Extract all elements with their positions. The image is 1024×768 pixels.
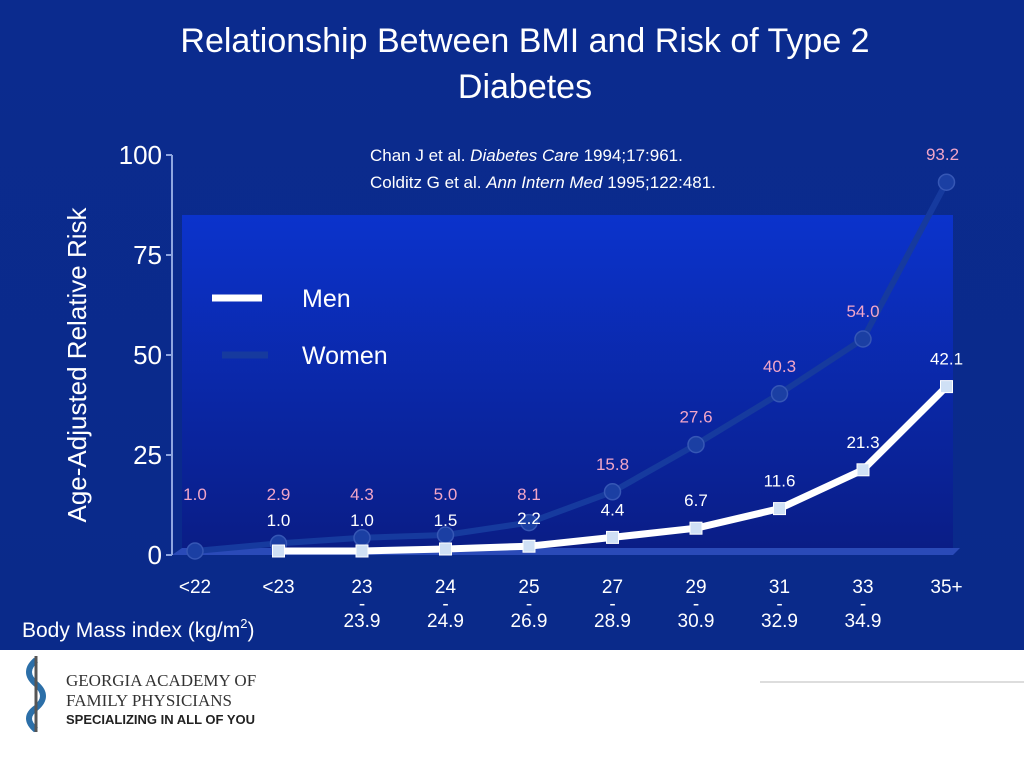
x-tick-label: <22 (179, 577, 211, 598)
y-tick-label: 100 (119, 140, 162, 170)
y-tick-label: 50 (133, 340, 162, 370)
point (773, 502, 786, 516)
x-tick-label: 26.9 (511, 611, 548, 632)
x-tick-label: - (442, 594, 448, 615)
citation-part: Chan J et al. (370, 146, 470, 165)
logo-text: SPECIALIZING IN ALL OF YOU (66, 712, 255, 727)
x-tick-label: 34.9 (845, 611, 882, 632)
y-tick-label: 25 (133, 440, 162, 470)
x-tick-label: 25 (518, 577, 539, 598)
data-label: 1.0 (350, 511, 374, 530)
plot-area (182, 215, 953, 548)
legend-label: Women (302, 342, 388, 370)
citation-part: Colditz G et al. (370, 173, 486, 192)
x-axis-label: Body Mass index (kg/m2) (22, 616, 254, 642)
data-label: 8.1 (517, 485, 541, 504)
data-label: 42.1 (930, 350, 963, 369)
logo-text: FAMILY PHYSICIANS (66, 691, 232, 710)
point (770, 385, 789, 403)
footer (0, 650, 1024, 768)
logo-text: GEORGIA ACADEMY OF (66, 671, 256, 690)
x-tick-label: 24 (435, 577, 457, 598)
data-label: 6.7 (684, 491, 708, 510)
x-tick-label: - (860, 594, 866, 615)
y-tick-label: 0 (148, 540, 162, 570)
point (856, 463, 870, 477)
y-axis-label: Age-Adjusted Relative Risk (62, 206, 92, 522)
x-tick-label: - (693, 594, 699, 615)
chart-title: Diabetes (458, 68, 592, 106)
data-label: 1.5 (434, 511, 458, 530)
data-label: 21.3 (846, 433, 879, 452)
citation-part: 1994;17:961. (579, 146, 683, 165)
series-line (194, 180, 950, 554)
chart-title: Relationship Between BMI and Risk of Typ… (180, 22, 869, 60)
x-tick-label: - (609, 594, 615, 615)
x-tick-label: 31 (769, 577, 790, 598)
x-axis-label-part: ) (247, 619, 254, 642)
x-tick-label: 30.9 (678, 611, 715, 632)
x-tick-label: 23.9 (344, 611, 381, 632)
point (355, 544, 369, 558)
point (689, 521, 703, 535)
citation-part: Diabetes Care (470, 146, 579, 165)
data-label: 11.6 (764, 472, 796, 491)
citation: Chan J et al. Diabetes Care 1994;17:961. (370, 146, 683, 165)
x-axis-label-sup: 2 (240, 616, 247, 631)
x-axis-label-part: Body Mass index (kg/m (22, 619, 240, 642)
x-tick-label: 33 (852, 577, 873, 598)
y-tick-label: 75 (133, 240, 162, 270)
data-label: 5.0 (434, 485, 458, 504)
citation: Colditz G et al. Ann Intern Med 1995;122… (370, 173, 716, 192)
x-tick-label: - (776, 594, 782, 615)
x-tick-label: <23 (262, 577, 294, 598)
logo-icon (26, 657, 46, 733)
point (937, 173, 956, 191)
data-label: 4.3 (350, 485, 374, 504)
citation-part: 1995;122:481. (602, 173, 715, 192)
data-label: 15.8 (596, 455, 629, 474)
x-tick-label: 24.9 (427, 611, 464, 632)
point (520, 513, 538, 532)
data-label: 40.3 (763, 357, 796, 376)
x-tick-label: 23 (351, 577, 372, 598)
point (687, 435, 705, 454)
x-tick-label: 29 (685, 577, 706, 598)
point (854, 330, 872, 348)
legend-label: Men (302, 285, 351, 313)
data-label: 1.0 (183, 485, 207, 504)
point (439, 542, 452, 556)
data-label: 1.0 (267, 511, 291, 530)
x-tick-label: - (526, 594, 532, 615)
data-label: 2.2 (517, 509, 541, 528)
point (272, 544, 285, 558)
point (603, 483, 622, 501)
citation-part: Ann Intern Med (485, 173, 603, 192)
data-label: 27.6 (679, 408, 712, 427)
x-tick-label: - (359, 594, 365, 615)
data-label: 4.4 (601, 500, 625, 519)
data-label: 2.9 (267, 485, 291, 504)
logo: GEORGIA ACADEMY OF FAMILY PHYSICIANS SPE… (26, 656, 256, 733)
data-label: 93.2 (926, 145, 959, 164)
point (522, 539, 536, 553)
x-tick-label: 28.9 (594, 611, 631, 632)
data-label: 54.0 (846, 302, 879, 321)
point (186, 542, 204, 560)
x-tick-label: 27 (602, 577, 623, 598)
point (353, 529, 371, 547)
x-tick-label: 35+ (930, 577, 962, 598)
point (940, 380, 953, 394)
point (606, 530, 619, 544)
x-tick-label: 32.9 (761, 611, 798, 632)
